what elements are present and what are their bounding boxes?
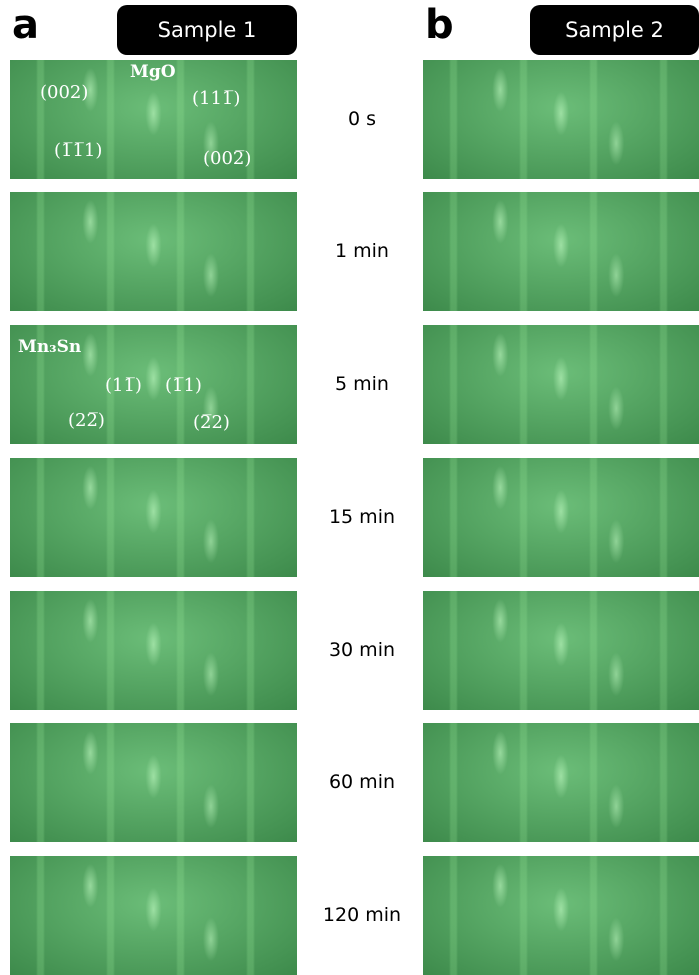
miller-index: (1̅1̅1) xyxy=(54,140,102,161)
rheed-image xyxy=(10,591,297,710)
time-label: 120 min xyxy=(300,904,424,926)
miller-index: (22̅) xyxy=(68,410,105,431)
miller-index: (111̅) xyxy=(192,88,240,109)
panel-label: a xyxy=(12,2,39,48)
material-label: MgO xyxy=(130,62,176,82)
rheed-image xyxy=(10,856,297,975)
material-label: Mn₃Sn xyxy=(18,337,81,357)
rheed-image xyxy=(10,458,297,577)
rheed-image xyxy=(423,458,699,577)
rheed-image xyxy=(10,723,297,842)
time-label: 15 min xyxy=(300,506,424,528)
miller-index: (1̅1) xyxy=(165,375,202,396)
rheed-image xyxy=(423,856,699,975)
rheed-image xyxy=(423,591,699,710)
rheed-image xyxy=(423,723,699,842)
time-label: 60 min xyxy=(300,771,424,793)
rheed-image xyxy=(423,192,699,311)
rheed-image: MgO (002) (111̅) (1̅1̅1) (002̅) xyxy=(10,60,297,179)
time-label: 1 min xyxy=(300,240,424,262)
time-label: 30 min xyxy=(300,639,424,661)
panel-label: b xyxy=(425,2,454,48)
miller-index: (11̅) xyxy=(105,375,142,396)
sample-header: Sample 1 xyxy=(117,5,297,55)
miller-index: (002̅) xyxy=(203,148,251,169)
rheed-image xyxy=(10,192,297,311)
time-label: 5 min xyxy=(300,373,424,395)
sample-header: Sample 2 xyxy=(530,5,699,55)
figure: a b Sample 1 Sample 2 MgO (002) (111̅) (1̅1… xyxy=(0,0,699,974)
miller-index: (002) xyxy=(40,82,88,103)
rheed-image xyxy=(423,60,699,179)
time-label: 0 s xyxy=(300,108,424,130)
rheed-image: Mn₃Sn (11̅) (1̅1) (22̅) (2̅2) xyxy=(10,325,297,444)
miller-index: (2̅2) xyxy=(193,412,230,433)
rheed-image xyxy=(423,325,699,444)
